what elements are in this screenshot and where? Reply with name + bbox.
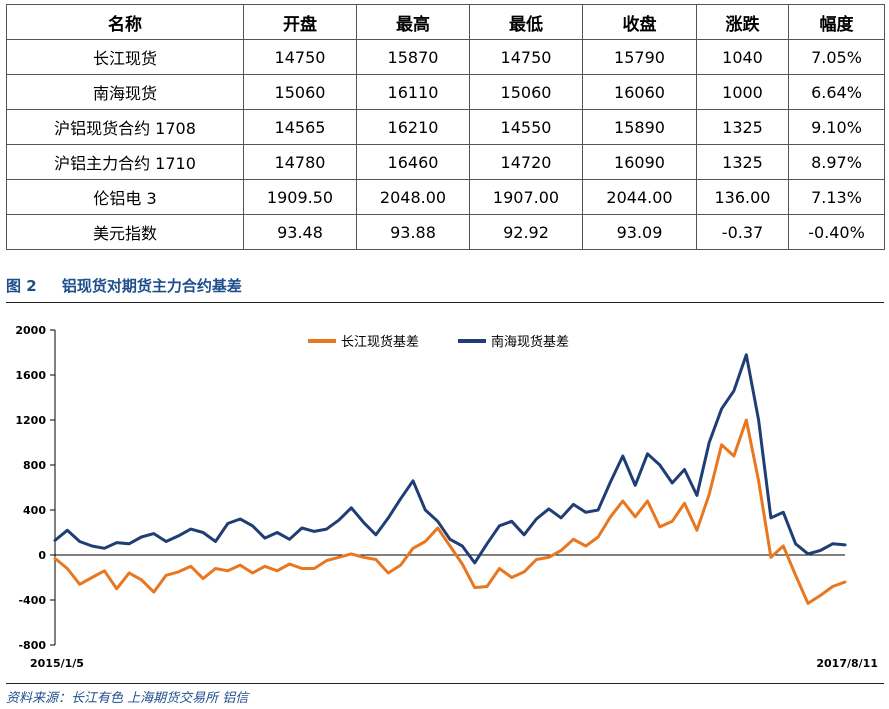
table-cell: -0.37 bbox=[696, 214, 789, 250]
figure-bottom-rule bbox=[6, 683, 884, 684]
table-cell: 1325 bbox=[696, 109, 789, 145]
series-line-0 bbox=[53, 418, 847, 605]
table-cell: 93.48 bbox=[243, 214, 357, 250]
table-row: 南海现货 15060 16110 15060 16060 1000 6.64% bbox=[6, 74, 885, 110]
figure-title-text: 铝现货对期货主力合约基差 bbox=[61, 277, 242, 295]
table-cell: 14550 bbox=[469, 109, 583, 145]
header-high: 最高 bbox=[356, 4, 470, 40]
header-change: 涨跌 bbox=[696, 4, 789, 40]
header-low: 最低 bbox=[469, 4, 583, 40]
y-tick-label: 2000 bbox=[15, 324, 46, 337]
legend-label-0: 长江现货基差 bbox=[341, 334, 419, 350]
table-cell: 2044.00 bbox=[582, 179, 697, 215]
table-cell: -0.40% bbox=[788, 214, 885, 250]
header-close: 收盘 bbox=[582, 4, 697, 40]
table-cell: 14565 bbox=[243, 109, 357, 145]
table-cell: 南海现货 bbox=[6, 74, 244, 110]
table-cell: 15060 bbox=[469, 74, 583, 110]
table-cell: 16210 bbox=[356, 109, 470, 145]
table-cell: 1040 bbox=[696, 39, 789, 75]
table-cell: 7.13% bbox=[788, 179, 885, 215]
table-cell: 14750 bbox=[243, 39, 357, 75]
figure-number: 图 2 bbox=[6, 277, 37, 295]
table-cell: 16090 bbox=[582, 144, 697, 180]
y-tick-label: 1600 bbox=[15, 369, 46, 382]
table-cell: 14780 bbox=[243, 144, 357, 180]
table-row: 沪铝现货合约 1708 14565 16210 14550 15890 1325… bbox=[6, 109, 885, 145]
table-cell: 沪铝现货合约 1708 bbox=[6, 109, 244, 145]
table-cell: 美元指数 bbox=[6, 214, 244, 250]
table-cell: 长江现货 bbox=[6, 39, 244, 75]
legend-label-1: 南海现货基差 bbox=[491, 334, 569, 350]
table-cell: 2048.00 bbox=[356, 179, 470, 215]
table-row: 长江现货 14750 15870 14750 15790 1040 7.05% bbox=[6, 39, 885, 75]
x-end-label: 2017/8/11 bbox=[816, 657, 878, 670]
figure-top-rule bbox=[6, 302, 884, 303]
y-tick-label: 800 bbox=[23, 459, 46, 472]
table-cell: 14720 bbox=[469, 144, 583, 180]
header-name: 名称 bbox=[6, 4, 244, 40]
series-line-1 bbox=[53, 353, 847, 565]
table-cell: 沪铝主力合约 1710 bbox=[6, 144, 244, 180]
table-cell: 1000 bbox=[696, 74, 789, 110]
table-cell: 16460 bbox=[356, 144, 470, 180]
y-tick-label: 0 bbox=[38, 549, 46, 562]
table-cell: 14750 bbox=[469, 39, 583, 75]
table-cell: 6.64% bbox=[788, 74, 885, 110]
table-cell: 1907.00 bbox=[469, 179, 583, 215]
table-cell: 93.09 bbox=[582, 214, 697, 250]
table-cell: 93.88 bbox=[356, 214, 470, 250]
table-cell: 16060 bbox=[582, 74, 697, 110]
table-cell: 15870 bbox=[356, 39, 470, 75]
header-percent: 幅度 bbox=[788, 4, 885, 40]
chart-lines bbox=[53, 353, 847, 605]
table-cell: 7.05% bbox=[788, 39, 885, 75]
x-start-label: 2015/1/5 bbox=[30, 657, 84, 670]
table-cell: 8.97% bbox=[788, 144, 885, 180]
basis-line-chart: -800 -400 0 400 800 1200 1600 2000 2015/1/5 2017/… bbox=[15, 324, 878, 670]
table-cell: 15060 bbox=[243, 74, 357, 110]
table-cell: 15890 bbox=[582, 109, 697, 145]
y-tick-label: 1200 bbox=[15, 414, 46, 427]
table-cell: 1325 bbox=[696, 144, 789, 180]
table-header-row: 名称 开盘 最高 最低 收盘 涨跌 幅度 bbox=[6, 4, 885, 40]
source-note: 资料来源：长江有色 上海期货交易所 铝信 bbox=[6, 691, 249, 706]
table-row: 美元指数 93.48 93.88 92.92 93.09 -0.37 -0.40… bbox=[6, 214, 885, 250]
table-cell: 9.10% bbox=[788, 109, 885, 145]
table-cell: 伦铝电 3 bbox=[6, 179, 244, 215]
table-cell: 15790 bbox=[582, 39, 697, 75]
table-cell: 16110 bbox=[356, 74, 470, 110]
y-tick-label: 400 bbox=[23, 504, 46, 517]
table-row: 沪铝主力合约 1710 14780 16460 14720 16090 1325… bbox=[6, 144, 885, 180]
chart-axes: -800 -400 0 400 800 1200 1600 2000 2015/1/5 2017/… bbox=[15, 324, 878, 670]
y-tick-label: -400 bbox=[18, 594, 46, 607]
figure-title: 图 2 铝现货对期货主力合约基差 bbox=[6, 275, 242, 296]
quote-table: 名称 开盘 最高 最低 收盘 涨跌 幅度 长江现货 14750 15870 14… bbox=[6, 4, 885, 250]
table-cell: 1909.50 bbox=[243, 179, 357, 215]
table-cell: 92.92 bbox=[469, 214, 583, 250]
header-open: 开盘 bbox=[243, 4, 357, 40]
y-tick-label: -800 bbox=[18, 639, 46, 652]
table-row: 伦铝电 3 1909.50 2048.00 1907.00 2044.00 13… bbox=[6, 179, 885, 215]
table-cell: 136.00 bbox=[696, 179, 789, 215]
chart-legend: 长江现货基差 南海现货基差 bbox=[308, 334, 569, 350]
